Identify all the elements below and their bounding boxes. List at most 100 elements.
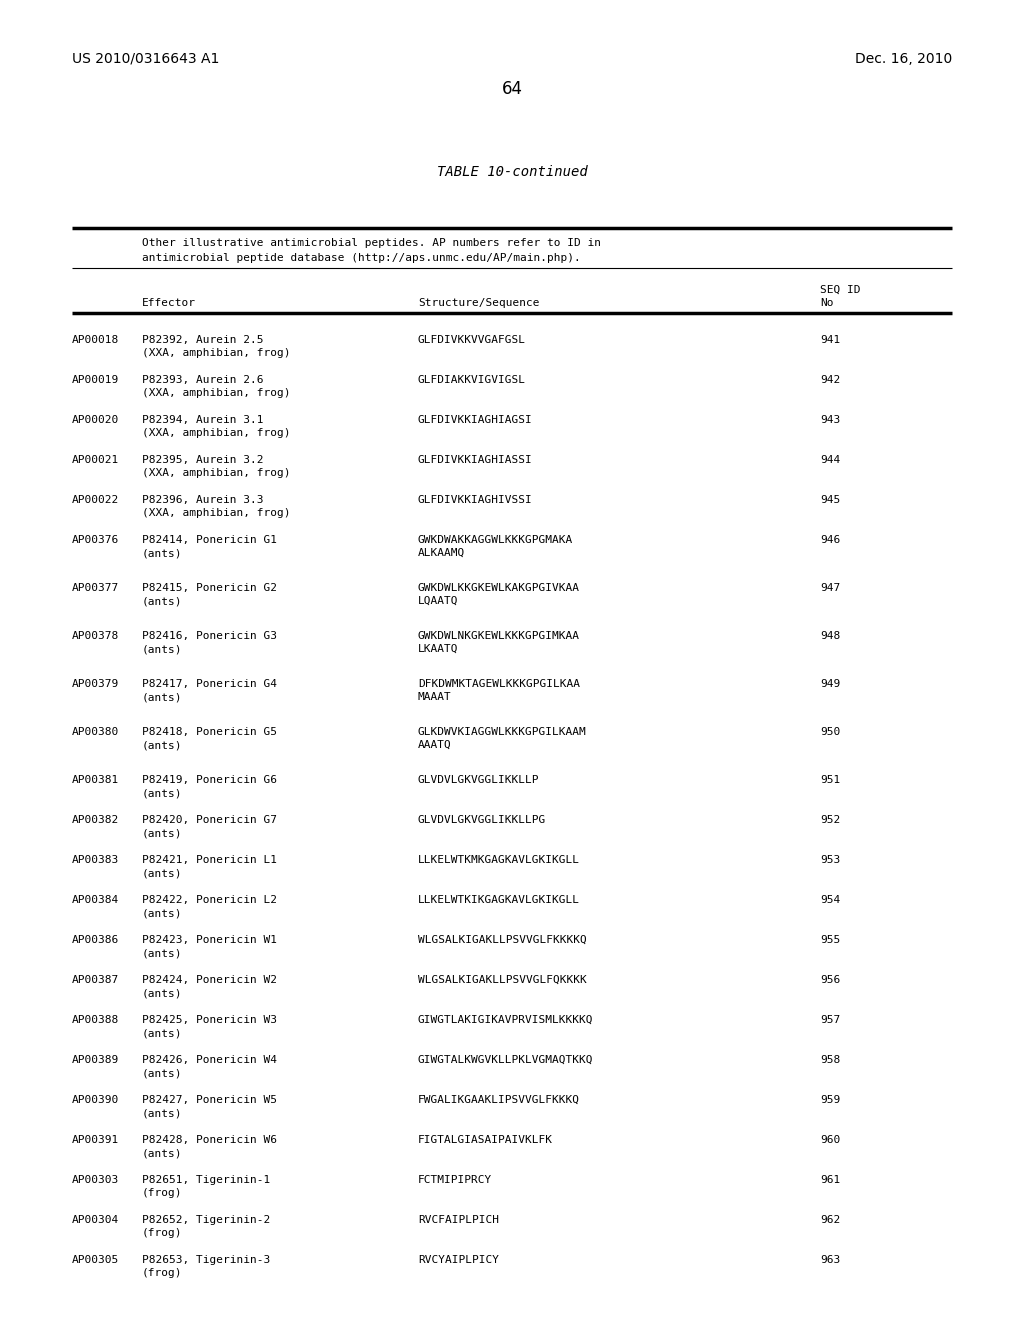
Text: P82428, Ponericin W6: P82428, Ponericin W6 xyxy=(142,1135,278,1144)
Text: GLKDWVKIAGGWLKKKGPGILKAAM: GLKDWVKIAGGWLKKKGPGILKAAM xyxy=(418,727,587,737)
Text: (ants): (ants) xyxy=(142,692,182,702)
Text: AP00018: AP00018 xyxy=(72,335,119,345)
Text: 945: 945 xyxy=(820,495,841,506)
Text: P82421, Ponericin L1: P82421, Ponericin L1 xyxy=(142,855,278,865)
Text: P82418, Ponericin G5: P82418, Ponericin G5 xyxy=(142,727,278,737)
Text: 948: 948 xyxy=(820,631,841,642)
Text: Structure/Sequence: Structure/Sequence xyxy=(418,298,540,308)
Text: AP00377: AP00377 xyxy=(72,583,119,593)
Text: RVCYAIPLPICY: RVCYAIPLPICY xyxy=(418,1255,499,1265)
Text: Dec. 16, 2010: Dec. 16, 2010 xyxy=(855,51,952,66)
Text: P82427, Ponericin W5: P82427, Ponericin W5 xyxy=(142,1096,278,1105)
Text: GWKDWAKKAGGWLKKKGPGMAKA: GWKDWAKKAGGWLKKKGPGMAKA xyxy=(418,535,573,545)
Text: P82393, Aurein 2.6: P82393, Aurein 2.6 xyxy=(142,375,263,385)
Text: GWKDWLKKGKEWLKAKGPGIVKAA: GWKDWLKKGKEWLKAKGPGIVKAA xyxy=(418,583,580,593)
Text: AAATQ: AAATQ xyxy=(418,741,452,750)
Text: antimicrobial peptide database (http://aps.unmc.edu/AP/main.php).: antimicrobial peptide database (http://a… xyxy=(142,253,581,263)
Text: WLGSALKIGAKLLPSVVGLFQKKKK: WLGSALKIGAKLLPSVVGLFQKKKK xyxy=(418,975,587,985)
Text: P82415, Ponericin G2: P82415, Ponericin G2 xyxy=(142,583,278,593)
Text: P82395, Aurein 3.2: P82395, Aurein 3.2 xyxy=(142,455,263,465)
Text: AP00386: AP00386 xyxy=(72,935,119,945)
Text: FCTMIPIPRCY: FCTMIPIPRCY xyxy=(418,1175,493,1185)
Text: 960: 960 xyxy=(820,1135,841,1144)
Text: LLKELWTKMKGAGKAVLGKIKGLL: LLKELWTKMKGAGKAVLGKIKGLL xyxy=(418,855,580,865)
Text: 958: 958 xyxy=(820,1055,841,1065)
Text: AP00303: AP00303 xyxy=(72,1175,119,1185)
Text: 954: 954 xyxy=(820,895,841,906)
Text: (ants): (ants) xyxy=(142,548,182,558)
Text: P82422, Ponericin L2: P82422, Ponericin L2 xyxy=(142,895,278,906)
Text: (ants): (ants) xyxy=(142,597,182,606)
Text: 962: 962 xyxy=(820,1214,841,1225)
Text: SEQ ID: SEQ ID xyxy=(820,285,860,294)
Text: P82426, Ponericin W4: P82426, Ponericin W4 xyxy=(142,1055,278,1065)
Text: No: No xyxy=(820,298,834,308)
Text: AP00376: AP00376 xyxy=(72,535,119,545)
Text: GLVDVLGKVGGLIKKLLPG: GLVDVLGKVGGLIKKLLPG xyxy=(418,814,546,825)
Text: DFKDWMKTAGEWLKKKGPGILKAA: DFKDWMKTAGEWLKKKGPGILKAA xyxy=(418,678,580,689)
Text: FIGTALGIASAIPAIVKLFK: FIGTALGIASAIPAIVKLFK xyxy=(418,1135,553,1144)
Text: (ants): (ants) xyxy=(142,1068,182,1078)
Text: 942: 942 xyxy=(820,375,841,385)
Text: AP00381: AP00381 xyxy=(72,775,119,785)
Text: AP00390: AP00390 xyxy=(72,1096,119,1105)
Text: 955: 955 xyxy=(820,935,841,945)
Text: (frog): (frog) xyxy=(142,1228,182,1238)
Text: GLFDIAKKVIGVIGSL: GLFDIAKKVIGVIGSL xyxy=(418,375,526,385)
Text: ALKAAMQ: ALKAAMQ xyxy=(418,548,465,558)
Text: (ants): (ants) xyxy=(142,1148,182,1158)
Text: P82425, Ponericin W3: P82425, Ponericin W3 xyxy=(142,1015,278,1026)
Text: AP00388: AP00388 xyxy=(72,1015,119,1026)
Text: GLFDIVKKIAGHIAGSI: GLFDIVKKIAGHIAGSI xyxy=(418,414,532,425)
Text: (XXA, amphibian, frog): (XXA, amphibian, frog) xyxy=(142,388,291,399)
Text: P82392, Aurein 2.5: P82392, Aurein 2.5 xyxy=(142,335,263,345)
Text: AP00387: AP00387 xyxy=(72,975,119,985)
Text: AP00391: AP00391 xyxy=(72,1135,119,1144)
Text: P82416, Ponericin G3: P82416, Ponericin G3 xyxy=(142,631,278,642)
Text: AP00305: AP00305 xyxy=(72,1255,119,1265)
Text: 941: 941 xyxy=(820,335,841,345)
Text: 943: 943 xyxy=(820,414,841,425)
Text: (ants): (ants) xyxy=(142,908,182,917)
Text: AP00020: AP00020 xyxy=(72,414,119,425)
Text: AP00019: AP00019 xyxy=(72,375,119,385)
Text: (ants): (ants) xyxy=(142,987,182,998)
Text: GWKDWLNKGKEWLKKKGPGIMKAA: GWKDWLNKGKEWLKKKGPGIMKAA xyxy=(418,631,580,642)
Text: P82396, Aurein 3.3: P82396, Aurein 3.3 xyxy=(142,495,263,506)
Text: 951: 951 xyxy=(820,775,841,785)
Text: 949: 949 xyxy=(820,678,841,689)
Text: (XXA, amphibian, frog): (XXA, amphibian, frog) xyxy=(142,469,291,478)
Text: AP00021: AP00021 xyxy=(72,455,119,465)
Text: P82651, Tigerinin-1: P82651, Tigerinin-1 xyxy=(142,1175,270,1185)
Text: P82424, Ponericin W2: P82424, Ponericin W2 xyxy=(142,975,278,985)
Text: AP00378: AP00378 xyxy=(72,631,119,642)
Text: (frog): (frog) xyxy=(142,1188,182,1199)
Text: GLFDIVKKIAGHIVSSI: GLFDIVKKIAGHIVSSI xyxy=(418,495,532,506)
Text: (ants): (ants) xyxy=(142,1028,182,1038)
Text: WLGSALKIGAKLLPSVVGLFKKKKQ: WLGSALKIGAKLLPSVVGLFKKKKQ xyxy=(418,935,587,945)
Text: 64: 64 xyxy=(502,81,522,98)
Text: 956: 956 xyxy=(820,975,841,985)
Text: GLFDIVKKIAGHIASSI: GLFDIVKKIAGHIASSI xyxy=(418,455,532,465)
Text: (ants): (ants) xyxy=(142,828,182,838)
Text: (XXA, amphibian, frog): (XXA, amphibian, frog) xyxy=(142,428,291,438)
Text: US 2010/0316643 A1: US 2010/0316643 A1 xyxy=(72,51,219,66)
Text: 952: 952 xyxy=(820,814,841,825)
Text: P82652, Tigerinin-2: P82652, Tigerinin-2 xyxy=(142,1214,270,1225)
Text: 953: 953 xyxy=(820,855,841,865)
Text: 947: 947 xyxy=(820,583,841,593)
Text: LQAATQ: LQAATQ xyxy=(418,597,459,606)
Text: GIWGTALKWGVKLLPKLVGMAQTKKQ: GIWGTALKWGVKLLPKLVGMAQTKKQ xyxy=(418,1055,594,1065)
Text: AP00384: AP00384 xyxy=(72,895,119,906)
Text: (XXA, amphibian, frog): (XXA, amphibian, frog) xyxy=(142,508,291,517)
Text: (ants): (ants) xyxy=(142,948,182,958)
Text: Other illustrative antimicrobial peptides. AP numbers refer to ID in: Other illustrative antimicrobial peptide… xyxy=(142,238,601,248)
Text: AP00380: AP00380 xyxy=(72,727,119,737)
Text: RVCFAIPLPICH: RVCFAIPLPICH xyxy=(418,1214,499,1225)
Text: AP00389: AP00389 xyxy=(72,1055,119,1065)
Text: (ants): (ants) xyxy=(142,1107,182,1118)
Text: TABLE 10-continued: TABLE 10-continued xyxy=(436,165,588,180)
Text: LKAATQ: LKAATQ xyxy=(418,644,459,653)
Text: AP00022: AP00022 xyxy=(72,495,119,506)
Text: 961: 961 xyxy=(820,1175,841,1185)
